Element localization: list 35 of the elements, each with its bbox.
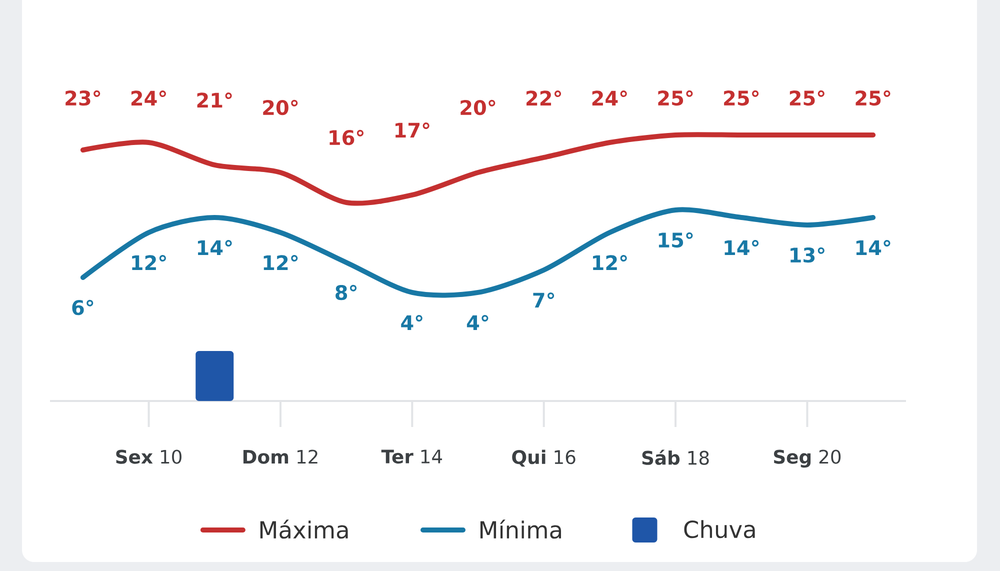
legend-label: Chuva [684, 520, 755, 538]
data-label: 13° [790, 247, 824, 263]
data-label: 21° [197, 92, 232, 108]
data-label: 25° [790, 90, 824, 106]
data-label: 16° [330, 130, 364, 146]
data-label: 14° [198, 240, 232, 255]
data-label: 22° [526, 90, 562, 106]
x-tick-label: Sáb 18 [642, 450, 709, 465]
data-label: 20° [460, 100, 496, 116]
data-label: 12° [132, 254, 166, 270]
data-label: 25° [856, 90, 890, 106]
data-label: 15° [658, 232, 693, 248]
data-label: 14° [724, 240, 759, 255]
x-tick-label: Qui 16 [512, 450, 576, 467]
data-label: 8° [336, 284, 357, 300]
data-label: 6° [72, 300, 94, 316]
data-label: 20° [263, 100, 298, 116]
data-label: 4° [466, 314, 488, 330]
data-label: 24° [131, 90, 166, 106]
x-tick-label: Ter 14 [381, 450, 442, 464]
legend-label: Mínima [480, 520, 561, 539]
data-label: 12° [264, 254, 298, 270]
data-label: 7° [533, 292, 554, 308]
data-label: 25° [658, 90, 693, 106]
legend-label: Máxima [260, 520, 348, 539]
x-tick-label: Seg 20 [774, 450, 841, 468]
x-tick-label: Dom 12 [243, 450, 318, 464]
data-label: 25° [724, 90, 759, 106]
data-label: 17° [396, 122, 430, 138]
data-label: 24° [592, 90, 627, 106]
data-label: 14° [856, 240, 890, 255]
data-label: 4° [401, 314, 422, 330]
data-label: 23° [66, 90, 100, 106]
data-label: 12° [593, 254, 627, 270]
x-tick-label: Sex 10 [116, 450, 182, 464]
